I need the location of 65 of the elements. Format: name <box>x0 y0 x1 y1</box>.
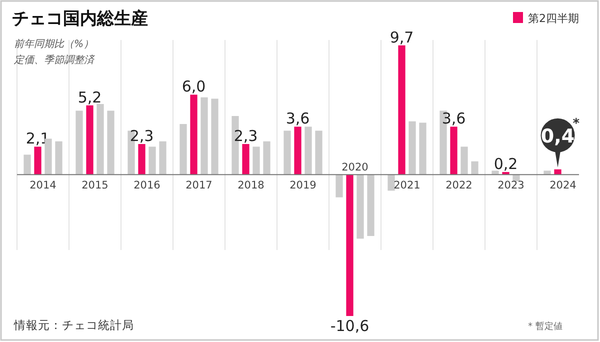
bar <box>107 110 114 175</box>
bar <box>408 121 416 175</box>
bar <box>450 126 458 175</box>
bar <box>460 146 468 175</box>
data-label: 5,2 <box>78 88 102 106</box>
chart-subtitle: 前年同期比（%） <box>14 38 94 50</box>
data-label: 3,6 <box>286 110 310 128</box>
annotation: 定価、季節調整済 <box>13 54 96 66</box>
bar <box>356 174 364 239</box>
x-tick-label: 2023 <box>498 180 524 192</box>
bar <box>512 174 520 182</box>
bar <box>471 161 478 175</box>
data-label: 6,0 <box>182 78 206 96</box>
bar <box>242 144 250 175</box>
x-tick-label: 2020 <box>342 162 368 174</box>
legend: 第2四半期 <box>513 12 579 25</box>
data-label: 3,6 <box>442 110 466 128</box>
bar <box>86 105 94 175</box>
data-label: 9,7 <box>390 28 414 46</box>
bar <box>148 146 156 175</box>
bar <box>159 141 166 175</box>
text: 情報元：チェコ統計局 <box>13 318 134 332</box>
chart-title: チェコ国内総生産 <box>12 9 148 29</box>
bar <box>252 146 260 175</box>
bar <box>76 110 83 175</box>
data-label: -10,6 <box>330 317 370 335</box>
bar <box>346 174 354 316</box>
bar <box>24 154 31 175</box>
bar <box>388 174 395 191</box>
bar <box>492 170 499 175</box>
data-label: 2,3 <box>130 127 154 146</box>
bar <box>367 174 374 236</box>
x-tick-label: 2021 <box>394 180 420 192</box>
x-tick-label: 2018 <box>238 180 264 192</box>
bar <box>544 170 551 175</box>
x-tick-label: 2017 <box>186 180 212 192</box>
bar <box>294 126 302 175</box>
legend-label: 第2四半期 <box>528 12 579 25</box>
x-tick-label: 2015 <box>82 180 108 192</box>
bar <box>263 141 270 175</box>
bar <box>55 141 62 175</box>
data-label: 2,3 <box>234 127 258 146</box>
bar <box>180 124 187 175</box>
x-tick-label: 2019 <box>290 180 316 192</box>
bar <box>304 126 312 175</box>
x-tick-label: 2016 <box>134 180 161 192</box>
text: * 暫定値 <box>528 321 562 332</box>
bar <box>419 122 426 175</box>
annotation: * <box>572 116 580 132</box>
bar <box>138 144 146 175</box>
bar <box>336 174 343 198</box>
bar <box>211 98 218 175</box>
data-label: 0,4 <box>540 125 575 148</box>
bar <box>96 104 104 175</box>
bar <box>190 94 198 175</box>
bar <box>200 97 208 175</box>
data-label: 0,2 <box>494 155 518 174</box>
bar <box>44 138 52 175</box>
bar <box>284 130 291 175</box>
x-tick-label: 2022 <box>446 180 472 192</box>
x-tick-label: 2014 <box>30 180 57 192</box>
bar <box>34 146 42 175</box>
x-tick-label: 2024 <box>550 180 577 192</box>
bar <box>398 45 406 175</box>
bar <box>315 130 322 175</box>
